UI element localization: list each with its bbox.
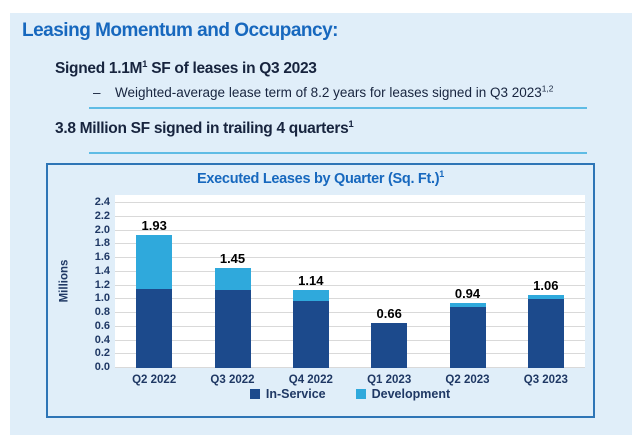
gridline: [115, 353, 585, 355]
bullet-weighted-text: Weighted-average lease term of 8.2 years…: [115, 83, 554, 100]
bar-value-label: 1.14: [298, 272, 324, 288]
plot-area: [115, 195, 585, 368]
footnote-marker: 1,2: [541, 83, 554, 94]
slide-background: Leasing Momentum and Occupancy: Signed 1…: [10, 13, 632, 435]
bar-value-label: 1.93: [141, 218, 167, 234]
legend-item-development: Development: [355, 387, 451, 401]
bar-segment-development: [136, 235, 173, 289]
bar-segment-in-service: [214, 290, 251, 368]
bullet-signed-rest: SF of leases in Q3 2023: [147, 60, 317, 77]
y-axis-tick: 0.6: [94, 319, 110, 332]
legend-label: Development: [371, 387, 451, 401]
y-axis-tick: 1.4: [94, 264, 110, 277]
gridline: [115, 312, 585, 313]
chart-panel: Executed Leases by Quarter (Sq. Ft.)1 Mi…: [46, 163, 595, 418]
gridline: [115, 270, 585, 272]
gridline: [115, 298, 585, 300]
bullet-weighted-average: – Weighted-average lease term of 8.2 year…: [93, 83, 554, 100]
divider-line: [89, 152, 587, 154]
x-axis-label: Q3 2023: [523, 374, 568, 386]
bar-segment-in-service: [449, 306, 486, 368]
legend-label: In-Service: [265, 387, 326, 401]
y-axis-tick: 1.8: [94, 237, 110, 250]
bar-segment-in-service: [292, 300, 329, 368]
y-axis-tick: 2.0: [94, 223, 110, 236]
footnote-marker: 1: [142, 58, 148, 70]
footnote-marker: 1: [439, 169, 444, 180]
legend-item-in-service: In-Service: [249, 387, 326, 401]
gridline: [115, 284, 585, 286]
bar-segment-in-service: [136, 288, 173, 368]
bar-segment-in-service: [527, 299, 564, 368]
gridline: [115, 229, 585, 231]
legend-swatch-icon: [249, 389, 260, 399]
y-axis-tick: 0.2: [94, 347, 110, 360]
bar-segment-development: [214, 268, 251, 291]
bullet-trailing-quarters: 3.8 Million SF signed in trailing 4 quar…: [55, 118, 354, 138]
x-axis-label: Q4 2022: [288, 374, 333, 386]
y-axis-label: Millions: [58, 259, 71, 303]
y-axis-tick: 1.0: [94, 292, 110, 305]
y-axis-tick: 2.4: [94, 196, 110, 208]
bar-segment-development: [449, 303, 486, 307]
y-axis-tick: 1.6: [94, 251, 110, 263]
gridline: [115, 215, 585, 217]
bullet-signed-text: Signed 1.1M: [55, 60, 143, 77]
gridline: [115, 339, 585, 341]
x-axis-label: Q1 2023: [367, 374, 412, 386]
y-axis-tick: 0.8: [94, 306, 110, 318]
gridline: [115, 257, 585, 258]
divider-line: [89, 107, 587, 109]
bar-value-label: 0.66: [376, 305, 402, 321]
footnote-marker: 1: [348, 118, 354, 130]
y-axis-tick: 2.2: [94, 209, 110, 222]
bar-value-label: 0.94: [454, 286, 481, 302]
bar-segment-in-service: [371, 322, 408, 368]
y-axis-tick: 0.0: [94, 361, 110, 373]
y-axis-tick: 0.4: [94, 333, 110, 346]
bar-segment-development: [292, 289, 329, 301]
chart-legend: In-Service Development: [115, 387, 585, 401]
gridline: [115, 367, 585, 368]
gridline: [115, 243, 585, 245]
legend-swatch-icon: [355, 389, 366, 399]
bar-value-label: 1.06: [533, 278, 559, 294]
x-axis-label: Q3 2022: [210, 374, 255, 386]
slide-title: Leasing Momentum and Occupancy:: [22, 20, 339, 41]
bar-segment-development: [527, 295, 564, 300]
bullet-signed-leases: Signed 1.1M1 SF of leases in Q3 2023: [55, 60, 317, 78]
bullet-trailing-text: 3.8 Million SF signed in trailing 4 quar…: [55, 120, 349, 137]
chart-title: Executed Leases by Quarter (Sq. Ft.)1: [197, 169, 444, 187]
dash-bullet: –: [93, 85, 101, 100]
x-axis-label: Q2 2022: [132, 374, 177, 386]
y-axis-tick: 1.2: [94, 278, 110, 291]
gridline: [115, 202, 585, 203]
gridline: [115, 325, 585, 327]
bar-value-label: 1.45: [219, 251, 246, 267]
x-axis-label: Q2 2023: [445, 374, 490, 386]
